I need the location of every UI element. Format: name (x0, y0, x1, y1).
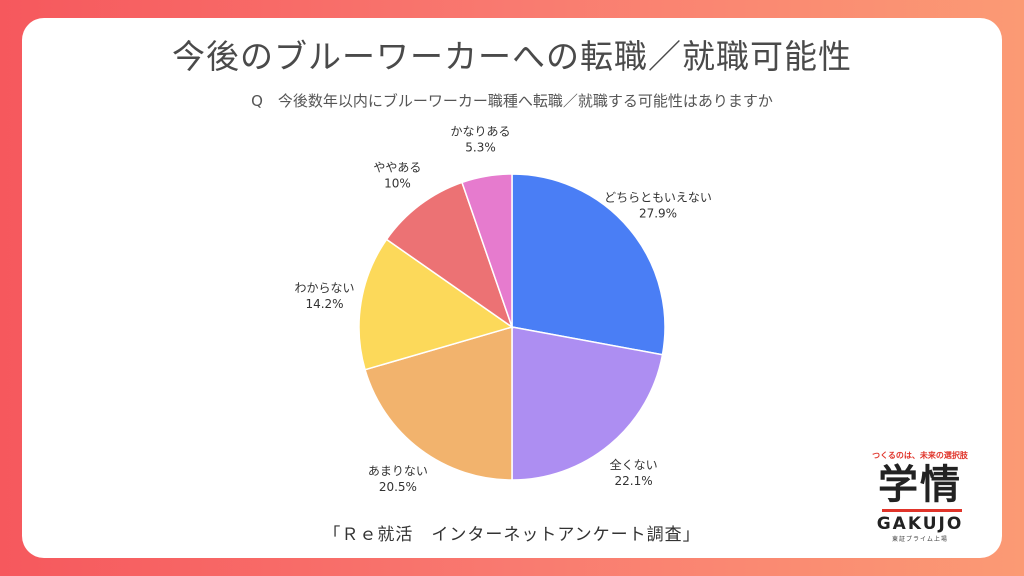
slice-label-0: どちらともいえない (604, 190, 712, 204)
logo-subtext: 東証プライム上場 (892, 536, 948, 543)
pie-slice-4 (385, 181, 514, 329)
slice-label-5: かなりある (450, 125, 510, 139)
logo-name: GAKUJO (876, 514, 964, 534)
pie-slice-5 (461, 173, 513, 328)
chart-title: 今後のブルーワーカーへの転職／就職可能性 (172, 37, 852, 76)
slice-value-2: 20.5% (379, 480, 417, 494)
slice-label-1: 全くない (610, 457, 658, 472)
chart-question: Q 今後数年以内にブルーワーカー職種へ転職／就職する可能性はありますか (251, 92, 773, 110)
slice-value-4: 10% (384, 176, 411, 190)
logo-tagline: つくるのは、未来の選択肢 (872, 451, 968, 460)
slice-value-1: 22.1% (615, 474, 653, 488)
slice-value-5: 5.3% (465, 141, 496, 155)
slice-value-0: 27.9% (639, 206, 677, 220)
slice-label-4: ややある (373, 160, 421, 174)
pie-slice-0 (511, 173, 666, 356)
logo-kanji: 学情 (878, 462, 962, 508)
slice-value-3: 14.2% (305, 297, 343, 311)
pie-slice-2 (364, 326, 513, 481)
slice-label-3: わからない (294, 281, 354, 295)
pie-slice-1 (511, 326, 664, 481)
pie-slice-3 (358, 238, 514, 371)
gakujo-logo: つくるのは、未来の選択肢 学情 GAKUJO 東証プライム上場 (860, 450, 980, 543)
slice-label-2: あまりない (368, 464, 428, 478)
survey-source: 「Ｒｅ就活 インターネットアンケート調査」 (323, 525, 701, 545)
logo-bar (882, 509, 962, 512)
